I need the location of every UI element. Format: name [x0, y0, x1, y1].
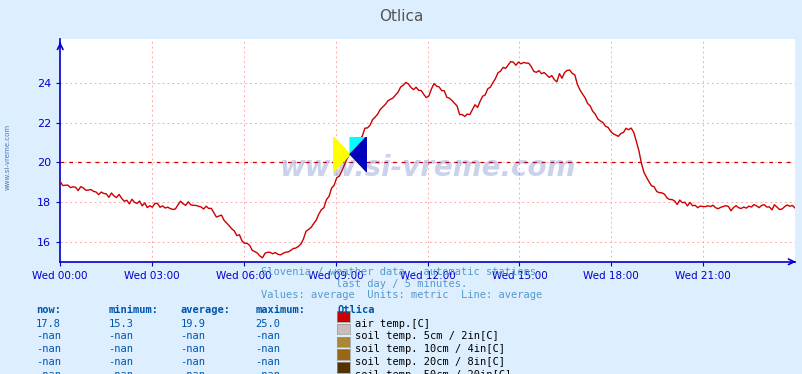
Text: maximum:: maximum:: [255, 305, 305, 315]
Text: -nan: -nan: [108, 357, 133, 367]
Text: Otlica: Otlica: [379, 9, 423, 24]
Text: -nan: -nan: [255, 370, 280, 374]
Text: 25.0: 25.0: [255, 319, 280, 329]
Polygon shape: [350, 137, 367, 172]
Text: soil temp. 5cm / 2in[C]: soil temp. 5cm / 2in[C]: [354, 331, 498, 341]
Text: soil temp. 20cm / 8in[C]: soil temp. 20cm / 8in[C]: [354, 357, 504, 367]
Text: -nan: -nan: [36, 331, 61, 341]
Text: -nan: -nan: [108, 344, 133, 354]
Text: 15.3: 15.3: [108, 319, 133, 329]
Text: 19.9: 19.9: [180, 319, 205, 329]
Text: -nan: -nan: [255, 331, 280, 341]
Text: now:: now:: [36, 305, 61, 315]
Text: minimum:: minimum:: [108, 305, 158, 315]
Text: www.si-vreme.com: www.si-vreme.com: [279, 154, 575, 183]
Text: Values: average  Units: metric  Line: average: Values: average Units: metric Line: aver…: [261, 290, 541, 300]
Text: -nan: -nan: [108, 370, 133, 374]
Text: -nan: -nan: [180, 357, 205, 367]
Polygon shape: [350, 137, 367, 154]
Text: 17.8: 17.8: [36, 319, 61, 329]
Text: -nan: -nan: [36, 344, 61, 354]
Text: -nan: -nan: [255, 357, 280, 367]
Text: last day / 5 minutes.: last day / 5 minutes.: [335, 279, 467, 289]
Text: www.si-vreme.com: www.si-vreme.com: [5, 124, 11, 190]
Text: Otlica: Otlica: [337, 305, 375, 315]
Text: soil temp. 10cm / 4in[C]: soil temp. 10cm / 4in[C]: [354, 344, 504, 354]
Text: air temp.[C]: air temp.[C]: [354, 319, 429, 329]
Text: -nan: -nan: [180, 344, 205, 354]
Text: -nan: -nan: [108, 331, 133, 341]
Text: -nan: -nan: [255, 344, 280, 354]
Text: Slovenia / weather data - automatic stations.: Slovenia / weather data - automatic stat…: [261, 267, 541, 278]
Text: -nan: -nan: [180, 331, 205, 341]
Text: -nan: -nan: [36, 370, 61, 374]
Text: average:: average:: [180, 305, 230, 315]
Text: soil temp. 50cm / 20in[C]: soil temp. 50cm / 20in[C]: [354, 370, 511, 374]
Text: -nan: -nan: [36, 357, 61, 367]
Polygon shape: [333, 137, 350, 172]
Text: -nan: -nan: [180, 370, 205, 374]
